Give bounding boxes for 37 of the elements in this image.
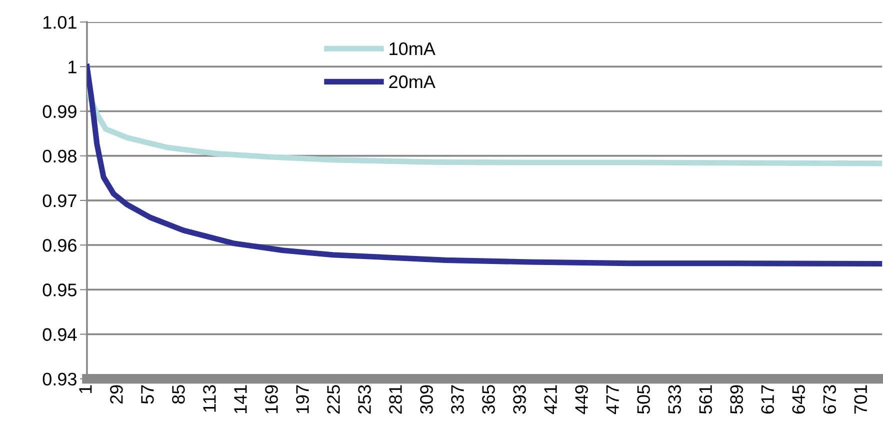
x-tick-label: 365 [482, 385, 495, 414]
x-tick-label: 477 [606, 385, 619, 414]
x-tick-label: 505 [637, 385, 650, 414]
x-tick-label: 253 [358, 385, 371, 414]
x-tick-label: 589 [730, 385, 743, 414]
legend-label: 10mA [390, 42, 436, 56]
y-tick-label: 0.94 [42, 328, 77, 341]
y-tick-label: 1.01 [43, 16, 76, 29]
x-tick-label: 225 [327, 385, 340, 414]
x-tick-label: 449 [575, 385, 588, 414]
x-tick-label: 113 [203, 385, 216, 412]
x-tick-label: 169 [265, 385, 278, 414]
y-tick-label: 0.96 [42, 238, 76, 252]
legend-label: 20mA [389, 75, 436, 88]
x-tick-label: 673 [823, 385, 836, 414]
x-tick-label: 645 [792, 385, 806, 414]
x-tick-label: 337 [451, 385, 464, 414]
y-tick-label: 0.97 [42, 194, 76, 208]
x-tick-label: 85 [172, 385, 185, 404]
x-tick-label: 533 [668, 385, 681, 414]
y-tick-label: 0.95 [42, 284, 76, 296]
y-tick-label: 0.98 [42, 150, 76, 163]
y-tick-label: 1 [68, 60, 76, 74]
x-tick-label: 57 [141, 385, 154, 404]
x-tick-label: 309 [420, 385, 433, 414]
y-tick-label: 0.93 [42, 372, 76, 386]
x-tick-label: 281 [389, 385, 402, 414]
x-tick-label: 617 [761, 385, 774, 414]
x-tick-label: 141 [234, 385, 247, 414]
x-tick-label: 29 [110, 385, 123, 404]
x-tick-label: 197 [296, 385, 309, 414]
x-tick-label: 421 [544, 385, 557, 414]
x-tick-label: 393 [513, 385, 526, 414]
x-tick-label: 1 [79, 385, 92, 394]
y-tick-label: 0.99 [42, 105, 76, 118]
x-tick-label: 701 [854, 385, 868, 414]
x-tick-label: 561 [699, 385, 712, 414]
